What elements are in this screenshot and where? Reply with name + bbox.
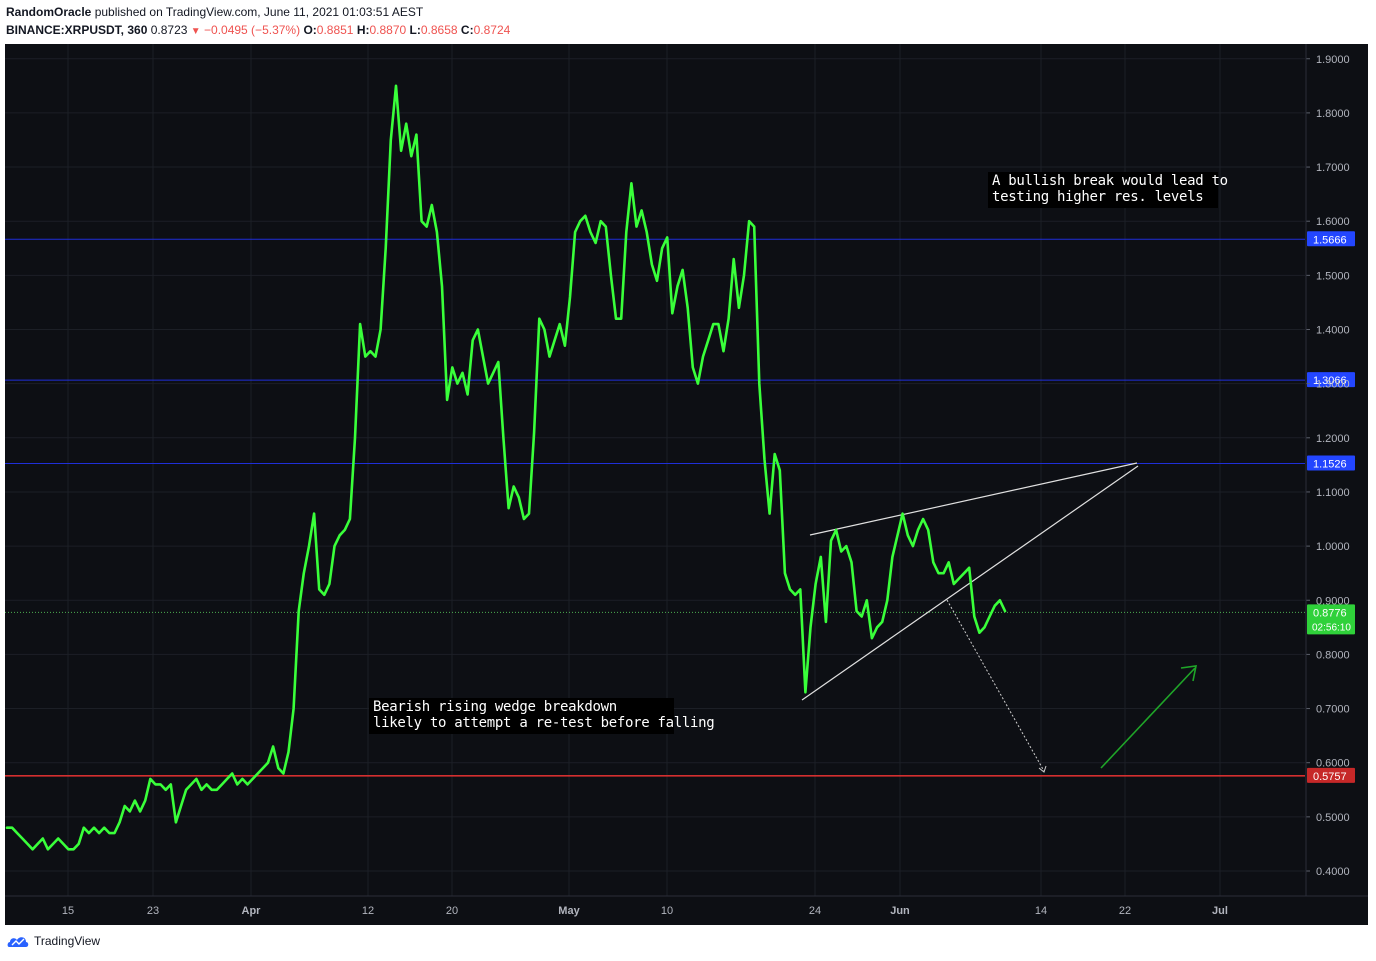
bearish-target-arrow[interactable] (946, 599, 1045, 772)
close-label: C: (460, 23, 474, 37)
bar-countdown-label: 02:56:10 (1312, 622, 1351, 633)
bullish-arrow[interactable] (1100, 667, 1196, 769)
y-tick-label: 1.0000 (1316, 541, 1350, 553)
y-tick-label: 1.4000 (1316, 325, 1350, 337)
y-tick-label: 1.8000 (1316, 108, 1350, 120)
price-label-badge (1307, 455, 1355, 471)
wedge-upper-trendline[interactable] (809, 462, 1138, 536)
y-tick-label: 1.3000 (1316, 379, 1350, 391)
price-change: −0.0495 (−5.37%) (204, 23, 301, 37)
x-tick-label: May (558, 905, 580, 917)
y-tick-label: 0.5000 (1316, 812, 1350, 824)
y-tick-label: 0.4000 (1316, 866, 1350, 878)
open-value: 0.8851 (316, 23, 354, 37)
x-tick-label: Jun (890, 905, 910, 917)
open-label: O: (303, 23, 317, 37)
x-tick-label: 12 (362, 905, 374, 917)
price-label-badge (1307, 372, 1355, 388)
low-value: 0.8658 (420, 23, 458, 37)
bearish-arrow-head (1038, 765, 1047, 773)
x-tick-label: 20 (446, 905, 458, 917)
current-price-label: 0.8776 (1313, 607, 1347, 619)
ohlc-legend: BINANCE:XRPUSDT, 360 0.8723 ▼ −0.0495 (−… (6, 23, 510, 37)
level-price-label: 0.5757 (1313, 771, 1347, 783)
price-chart[interactable]: 1.5666 1.3066 1.1526 0.5757 0.8776 02:56:10 A… (5, 44, 1368, 925)
down-arrow-icon: ▼ (190, 26, 201, 37)
level-price-label: 1.5666 (1313, 234, 1347, 246)
y-tick-label: 1.2000 (1316, 433, 1350, 445)
x-tick-label: Jul (1212, 905, 1228, 917)
tradingview-cloud-icon (7, 934, 29, 948)
author-name[interactable]: RandomOracle (6, 5, 92, 19)
x-tick-label: 24 (809, 905, 821, 917)
tradingview-logo[interactable]: TradingView (7, 934, 100, 948)
x-tick-label: 15 (62, 905, 74, 917)
bullish-arrow-head (1180, 665, 1198, 682)
y-tick-label: 0.8000 (1316, 649, 1350, 661)
low-label: L: (409, 23, 421, 37)
publish-info: RandomOracle published on TradingView.co… (6, 5, 423, 19)
y-tick-label: 1.5000 (1316, 270, 1350, 282)
last-price: 0.8723 (150, 23, 188, 37)
y-tick-label: 1.7000 (1316, 162, 1350, 174)
x-tick-label: Apr (242, 905, 262, 917)
annotation-text: Bearish rising wedge breakdown (373, 699, 617, 715)
current-price-badge (1307, 604, 1355, 635)
annotation-box (988, 172, 1218, 208)
x-tick-label: 10 (661, 905, 673, 917)
x-tick-label: 23 (147, 905, 159, 917)
high-label: H: (356, 23, 370, 37)
x-tick-label: 14 (1035, 905, 1047, 917)
y-tick-label: 1.6000 (1316, 216, 1350, 228)
brand-name: TradingView (34, 934, 101, 948)
level-price-label: 1.3066 (1313, 375, 1347, 387)
chart-area[interactable]: 1.5666 1.3066 1.1526 0.5757 0.8776 02:56:10 A… (5, 44, 1368, 925)
annotation-box (369, 698, 674, 734)
symbol-label[interactable]: BINANCE:XRPUSDT, 360 (6, 23, 148, 37)
annotation-text: testing higher res. levels (992, 189, 1203, 205)
y-tick-label: 0.9000 (1316, 595, 1350, 607)
annotation-text: likely to attempt a re-test before falli… (373, 715, 714, 731)
chart-header: RandomOracle published on TradingView.co… (0, 0, 1376, 44)
price-label-badge (1307, 767, 1355, 783)
y-tick-label: 0.7000 (1316, 704, 1350, 716)
level-price-label: 1.1526 (1313, 458, 1347, 470)
high-value: 0.8870 (369, 23, 407, 37)
published-text: published on TradingView.com, June 11, 2… (94, 5, 424, 19)
close-value: 0.8724 (473, 23, 511, 37)
annotation-text: A bullish break would lead to (992, 173, 1228, 189)
chart-footer: TradingView (0, 925, 1376, 961)
price-label-badge (1307, 231, 1355, 247)
y-tick-label: 1.9000 (1316, 54, 1350, 66)
y-tick-label: 0.6000 (1316, 758, 1350, 770)
price-line[interactable] (5, 84, 1007, 851)
y-tick-label: 1.1000 (1316, 487, 1350, 499)
x-tick-label: 22 (1119, 905, 1131, 917)
